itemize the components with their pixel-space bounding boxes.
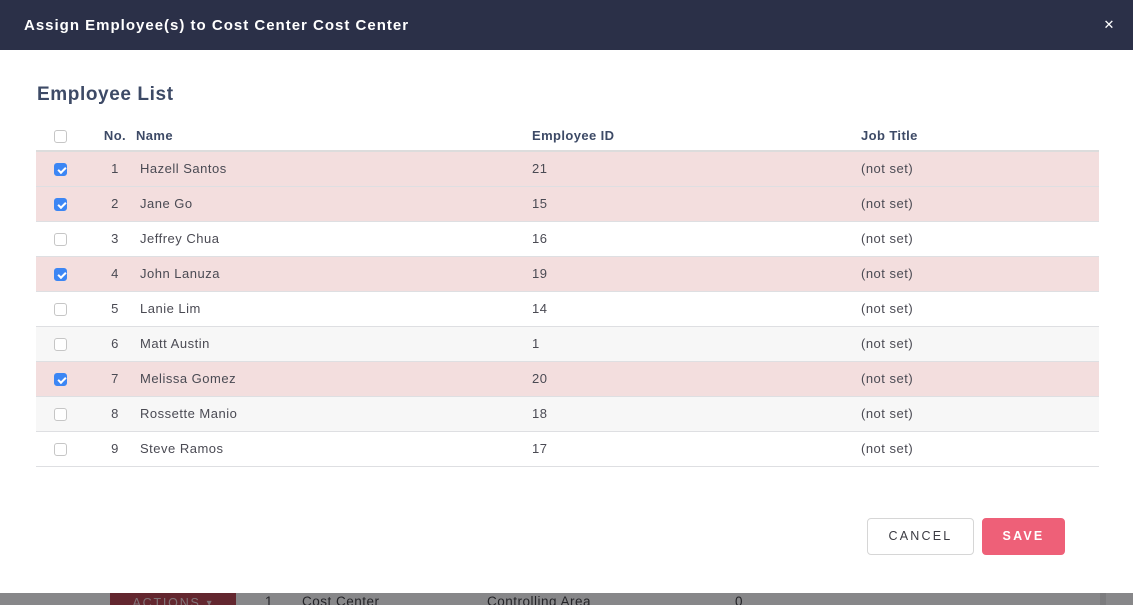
cell-employee-id: 21: [532, 151, 861, 187]
cell-employee-id: 1: [532, 326, 861, 362]
background-cell-value: 0: [735, 594, 744, 605]
table-row[interactable]: 2 Jane Go 15 (not set): [36, 186, 1099, 222]
cell-job-title: (not set): [861, 361, 1099, 397]
background-cell-controlling-area: Controlling Area: [487, 594, 592, 605]
cell-employee-id: 15: [532, 186, 861, 222]
cell-no: 4: [94, 256, 136, 292]
cell-name: Lanie Lim: [136, 291, 532, 327]
cell-name: John Lanuza: [136, 256, 532, 292]
select-all-checkbox[interactable]: [54, 130, 67, 144]
cell-job-title: (not set): [861, 291, 1099, 327]
background-cell-cost-center: Cost Center: [302, 594, 380, 605]
row-checkbox[interactable]: [54, 198, 67, 212]
cell-job-title: (not set): [861, 221, 1099, 257]
close-icon[interactable]: ✕: [1103, 17, 1115, 32]
actions-button[interactable]: ACTIONS ▾: [110, 593, 236, 605]
cell-job-title: (not set): [861, 396, 1099, 432]
table-row[interactable]: 7 Melissa Gomez 20 (not set): [36, 361, 1099, 397]
cell-name: Jane Go: [136, 186, 532, 222]
modal-footer: CANCEL SAVE: [36, 517, 1099, 555]
background-scrollbar[interactable]: [1100, 592, 1106, 605]
cell-employee-id: 14: [532, 291, 861, 327]
cell-job-title: (not set): [861, 151, 1099, 187]
cell-name: Hazell Santos: [136, 151, 532, 187]
background-page-row: ACTIONS ▾ 1 Cost Center Controlling Area…: [0, 592, 1133, 605]
cell-name: Jeffrey Chua: [136, 221, 532, 257]
row-checkbox[interactable]: [54, 443, 67, 457]
modal-body: Employee List No. Name Employee ID Job T…: [0, 50, 1133, 555]
cell-name: Rossette Manio: [136, 396, 532, 432]
table-row[interactable]: 9 Steve Ramos 17 (not set): [36, 431, 1099, 467]
table-row[interactable]: 3 Jeffrey Chua 16 (not set): [36, 221, 1099, 257]
cell-no: 6: [94, 326, 136, 362]
row-checkbox[interactable]: [54, 338, 67, 352]
cell-no: 1: [94, 151, 136, 187]
cell-job-title: (not set): [861, 326, 1099, 362]
cell-name: Matt Austin: [136, 326, 532, 362]
table-row[interactable]: 1 Hazell Santos 21 (not set): [36, 151, 1099, 187]
cell-no: 3: [94, 221, 136, 257]
cell-employee-id: 17: [532, 431, 861, 467]
row-checkbox[interactable]: [54, 163, 67, 177]
row-checkbox[interactable]: [54, 268, 67, 282]
employee-table-body: 1 Hazell Santos 21 (not set) 2 Jane Go 1…: [36, 151, 1099, 467]
background-row-number: 1: [265, 594, 274, 605]
save-button[interactable]: SAVE: [982, 517, 1065, 555]
column-header-name: Name: [136, 121, 532, 152]
table-row[interactable]: 6 Matt Austin 1 (not set): [36, 326, 1099, 362]
table-row[interactable]: 5 Lanie Lim 14 (not set): [36, 291, 1099, 327]
cell-job-title: (not set): [861, 431, 1099, 467]
cell-employee-id: 20: [532, 361, 861, 397]
cell-no: 2: [94, 186, 136, 222]
row-checkbox[interactable]: [54, 373, 67, 387]
modal-header: Assign Employee(s) to Cost Center Cost C…: [0, 0, 1133, 50]
row-checkbox[interactable]: [54, 408, 67, 422]
cell-no: 8: [94, 396, 136, 432]
cell-job-title: (not set): [861, 256, 1099, 292]
employee-table: No. Name Employee ID Job Title 1 Hazell …: [36, 121, 1099, 467]
chevron-down-icon: ▾: [206, 598, 214, 605]
section-title: Employee List: [37, 84, 174, 105]
cancel-button[interactable]: CANCEL: [867, 517, 974, 555]
cell-employee-id: 19: [532, 256, 861, 292]
column-header-job-title: Job Title: [861, 121, 1099, 152]
table-row[interactable]: 4 John Lanuza 19 (not set): [36, 256, 1099, 292]
row-checkbox[interactable]: [54, 303, 67, 317]
table-header-row: No. Name Employee ID Job Title: [36, 121, 1099, 152]
cell-no: 7: [94, 361, 136, 397]
column-header-no: No.: [94, 121, 136, 152]
actions-button-label: ACTIONS: [132, 596, 201, 605]
row-checkbox[interactable]: [54, 233, 67, 247]
cell-employee-id: 18: [532, 396, 861, 432]
cell-employee-id: 16: [532, 221, 861, 257]
table-row[interactable]: 8 Rossette Manio 18 (not set): [36, 396, 1099, 432]
cell-no: 5: [94, 291, 136, 327]
cell-no: 9: [94, 431, 136, 467]
modal-title: Assign Employee(s) to Cost Center Cost C…: [24, 16, 410, 34]
cell-job-title: (not set): [861, 186, 1099, 222]
column-header-employee-id: Employee ID: [532, 121, 861, 152]
cell-name: Melissa Gomez: [136, 361, 532, 397]
cell-name: Steve Ramos: [136, 431, 532, 467]
